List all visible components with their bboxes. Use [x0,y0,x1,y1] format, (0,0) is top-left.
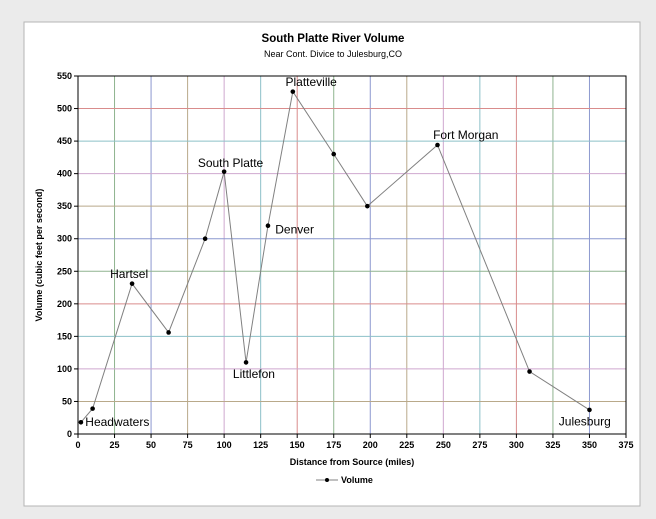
chart-frame [23,21,641,507]
annotation-label: Fort Morgan [433,128,498,142]
y-axis: 0 50 100 150 200 250 300 350 400 450 500 550 [57,71,78,439]
y-tick-label: 50 [62,396,72,406]
x-tick-label: 275 [472,440,487,450]
x-tick-label: 375 [618,440,633,450]
x-axis-label: Distance from Source (miles) [290,457,415,467]
series-volume [78,89,592,425]
annotation-label: Julesburg [559,415,611,429]
grid-vertical [114,76,590,434]
y-tick-label: 550 [57,71,72,81]
y-tick-label: 0 [67,429,72,439]
y-tick-label: 450 [57,136,72,146]
legend-marker [325,478,329,482]
y-tick-label: 150 [57,331,72,341]
data-point [221,169,227,174]
chart-subtitle: Near Cont. Divice to Julesburg,CO [264,49,402,59]
x-tick-label: 200 [363,440,378,450]
x-tick-label: 125 [253,440,268,450]
data-point [129,281,135,286]
annotation-label: South Platte [198,156,264,170]
grid-horizontal [78,108,626,402]
x-tick-label: 250 [436,440,451,450]
x-tick-label: 350 [582,440,597,450]
annotation-label: Littlefon [233,367,275,381]
y-tick-label: 500 [57,104,72,114]
x-tick-label: 325 [545,440,560,450]
series-line [80,90,590,423]
x-tick-label: 300 [509,440,524,450]
data-point [243,360,249,365]
annotation-label: Platteville [286,75,338,89]
data-point [365,203,370,209]
y-tick-label: 200 [57,299,72,309]
x-tick-label: 150 [290,440,305,450]
y-tick-label: 250 [57,266,72,276]
y-tick-label: 400 [57,169,72,179]
x-tick-label: 100 [217,440,232,450]
annotations: Headwaters Hartsel South Platte Littlefon De… [85,75,611,429]
annotation-label: Headwaters [85,415,149,429]
data-point [78,419,84,425]
y-tick-label: 300 [57,234,72,244]
legend-label-volume: Volume [341,475,373,485]
data-point [90,406,95,411]
x-tick-label: 0 [75,440,80,450]
annotation-label: Denver [275,223,314,237]
x-tick-label: 175 [326,440,341,450]
data-point [265,223,271,229]
y-tick-label: 100 [57,364,72,374]
data-point [527,369,532,374]
annotation-label: Hartsel [110,267,148,281]
y-tick-label: 350 [57,201,72,211]
data-point [331,151,337,157]
data-point [290,89,296,94]
data-point [166,330,171,335]
chart-title: South Platte River Volume [262,33,405,45]
x-axis: 0 25 50 75 100 125 150 175 200 225 250 275 300 325 350… [75,434,634,450]
legend: Volume [316,475,373,485]
data-point [435,142,440,148]
data-point [202,236,208,242]
x-tick-label: 75 [183,440,193,450]
x-tick-label: 25 [110,440,120,450]
x-tick-label: 50 [146,440,156,450]
plot-area [77,75,627,435]
y-axis-label: Volume (cubic feet per second) [34,189,44,322]
data-point [587,407,592,413]
x-tick-label: 225 [399,440,414,450]
